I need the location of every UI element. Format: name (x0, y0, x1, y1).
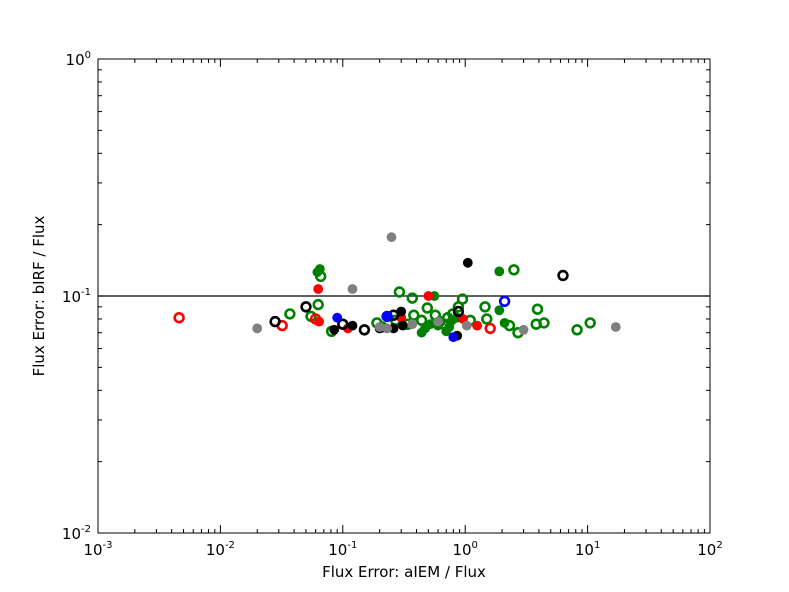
data-point (448, 332, 459, 343)
data-point (252, 323, 263, 334)
data-point (407, 319, 418, 330)
data-point (313, 284, 324, 294)
data-point (329, 324, 340, 335)
data-point (337, 318, 349, 330)
data-point (481, 313, 493, 325)
data-point (452, 305, 465, 318)
data-point (312, 298, 324, 311)
data-point (462, 257, 473, 268)
x-tick-label: 10-1 (328, 540, 357, 559)
data-point (494, 305, 505, 316)
data-point (461, 320, 472, 331)
data-point (315, 270, 327, 283)
data-point (571, 324, 583, 336)
data-point (557, 269, 569, 282)
data-point (397, 320, 408, 331)
x-axis-title: Flux Error: aIEM / Flux (322, 563, 486, 581)
data-point (508, 264, 520, 276)
data-point (347, 284, 358, 294)
data-point (498, 295, 511, 307)
data-point (447, 308, 459, 320)
data-point (415, 314, 428, 326)
y-tick-label: 10-2 (62, 524, 91, 543)
data-point (538, 317, 550, 329)
data-point (358, 324, 371, 336)
data-point (382, 323, 393, 334)
data-point (423, 291, 434, 301)
y-tick-label: 10-1 (62, 287, 91, 306)
data-point (269, 315, 281, 328)
data-point (309, 313, 322, 325)
x-tick-label: 10-2 (206, 540, 235, 559)
data-point (584, 317, 596, 329)
data-point (332, 312, 343, 323)
x-tick-label: 100 (452, 540, 477, 559)
data-point (347, 320, 358, 331)
data-points (173, 232, 621, 343)
y-tick-label: 100 (66, 50, 91, 69)
x-tick-label: 102 (697, 540, 722, 559)
data-point (610, 322, 621, 332)
data-point (421, 302, 433, 314)
data-point (518, 324, 529, 335)
x-tick-label: 101 (575, 540, 600, 559)
data-point (300, 301, 312, 313)
data-point (472, 320, 483, 331)
data-point (284, 308, 296, 320)
data-point (393, 286, 406, 298)
y-axis-title: Flux Error: bIRF / Flux (30, 215, 48, 376)
data-point (173, 312, 185, 324)
data-point (531, 303, 544, 315)
axis-ticks (97, 58, 711, 534)
data-point (456, 293, 469, 305)
data-point (381, 310, 393, 323)
data-point (406, 292, 418, 304)
data-point (494, 266, 505, 277)
data-point (386, 232, 397, 243)
x-tick-label: 10-3 (83, 540, 112, 559)
data-point (484, 322, 496, 335)
data-point (433, 316, 443, 327)
data-point (503, 319, 516, 332)
data-point (479, 301, 491, 313)
